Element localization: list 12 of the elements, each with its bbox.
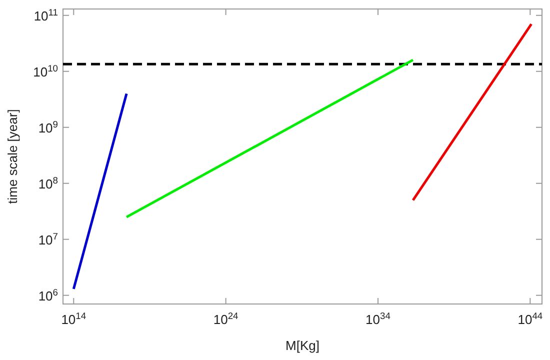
y-axis-title: time scale [year] [5,109,20,204]
y-tick-label: 10$^{10}$ [33,63,58,80]
x-tick-label: 10$^{14}$ [61,311,86,327]
y-tick-label: 10$^{11}$ [34,7,58,24]
x-tick-label: 10$^{44}$ [518,311,543,327]
y-tick-label: 10$^{8}$ [38,175,58,192]
y-tick-label: 10$^{7}$ [38,231,58,248]
x-tick-label: 10$^{24}$ [213,311,238,327]
x-tick-label: 10$^{34}$ [366,311,390,327]
y-tick-label: 10$^{9}$ [38,119,58,136]
x-axis-title: M[Kg] [286,338,320,353]
y-tick-label: 10$^{6}$ [38,287,58,304]
